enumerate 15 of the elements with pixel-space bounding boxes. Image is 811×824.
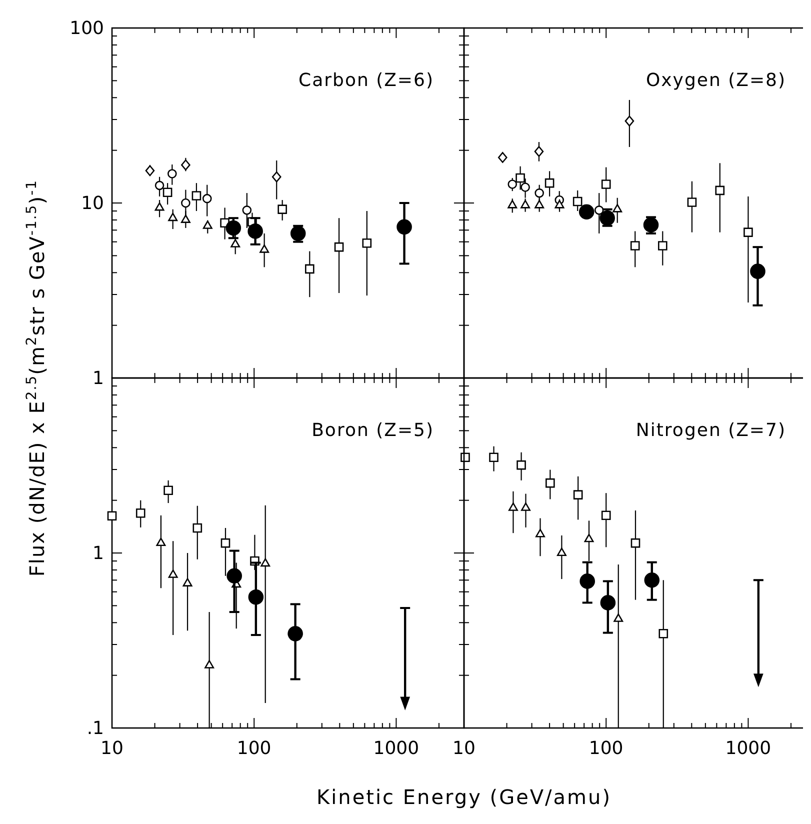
x-axis-title: Kinetic Energy (GeV/amu) xyxy=(316,785,612,809)
y-tick-label: 10 xyxy=(81,193,104,214)
text: Nitrogen (Z=7) xyxy=(636,420,786,441)
text: Oxygen (Z=8) xyxy=(646,70,786,91)
x-tick-label: 100 xyxy=(236,738,272,759)
x-tick-label: 10 xyxy=(452,738,476,759)
y-tick-label: 1 xyxy=(92,368,104,389)
y-tick-label: 100 xyxy=(70,18,104,39)
y-tick-label: 1 xyxy=(92,543,104,564)
x-tick-label: 1000 xyxy=(725,738,772,759)
y-tick-label: .1 xyxy=(86,718,104,739)
x-tick-label: 1000 xyxy=(373,738,420,759)
text: Boron (Z=5) xyxy=(312,420,434,441)
x-tick-label: 100 xyxy=(588,738,624,759)
text: Carbon (Z=6) xyxy=(298,70,434,91)
